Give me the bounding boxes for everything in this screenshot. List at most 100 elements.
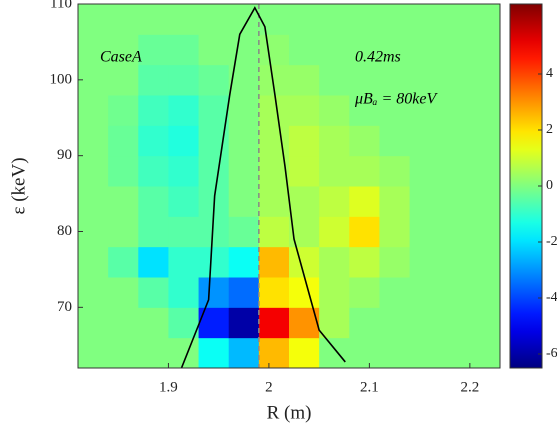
heat-cell	[409, 155, 441, 187]
heat-cell	[379, 216, 411, 248]
heat-cell	[319, 337, 350, 368]
heat-cell	[108, 186, 139, 217]
heat-cell	[379, 186, 411, 217]
heat-cell	[319, 64, 350, 96]
colorbar-tick-label: 0	[546, 178, 553, 193]
heat-cell	[108, 155, 139, 187]
heat-cell	[469, 307, 500, 339]
heat-cell	[289, 186, 320, 217]
heat-cell	[349, 64, 380, 96]
heat-cell	[78, 216, 109, 248]
heat-cell	[289, 246, 320, 278]
heat-cell	[379, 64, 411, 96]
heat-cell	[409, 125, 441, 157]
y-tick-label: 70	[57, 299, 72, 315]
heat-cell	[349, 125, 380, 157]
heat-cell	[138, 337, 169, 368]
x-tick-label: 2	[265, 379, 273, 395]
heat-cell	[409, 4, 441, 35]
colorbar-tick-label: -4	[546, 290, 557, 305]
heat-cell	[198, 95, 230, 126]
plot-frame	[77, 3, 501, 369]
heat-cell	[228, 34, 260, 66]
heat-cell	[108, 64, 139, 96]
heat-cell	[258, 125, 290, 157]
heat-cell	[138, 216, 169, 248]
heat-cell	[168, 4, 200, 35]
y-axis-label: ε (keV)	[8, 157, 29, 214]
profile-line	[180, 6, 346, 368]
heat-cell	[138, 246, 169, 278]
y-tick-label: 90	[57, 147, 72, 163]
heat-cell	[78, 307, 109, 339]
heat-cell	[138, 64, 169, 96]
x-tick-label: 1.9	[159, 379, 178, 395]
heat-cell	[349, 307, 380, 339]
heat-cell	[379, 125, 411, 157]
heat-cell	[78, 64, 109, 96]
heat-cell	[198, 34, 230, 66]
colorbar	[509, 3, 543, 369]
heat-cell	[138, 277, 169, 308]
heat-cell	[439, 64, 471, 96]
heat-cell	[379, 337, 411, 368]
heat-cell	[379, 277, 411, 308]
heat-cell	[289, 4, 320, 35]
heat-cell	[349, 337, 380, 368]
heat-cell	[258, 186, 290, 217]
heat-cell	[469, 34, 500, 66]
heat-cell	[349, 246, 380, 278]
heat-cell	[228, 246, 260, 278]
heat-cell	[258, 277, 290, 308]
heat-cell	[409, 216, 441, 248]
heat-cell	[349, 216, 380, 248]
heat-cell	[319, 216, 350, 248]
heat-cell	[379, 4, 411, 35]
annotation: 0.42ms	[355, 49, 401, 66]
heat-cell	[379, 95, 411, 126]
heat-cell	[198, 4, 230, 35]
heat-cell	[439, 246, 471, 278]
heat-cell	[349, 277, 380, 308]
heat-cell	[168, 34, 200, 66]
heat-cell	[349, 95, 380, 126]
heat-cell	[469, 4, 500, 35]
heat-cell	[138, 4, 169, 35]
y-tick-label: 110	[50, 0, 72, 11]
heat-cell	[289, 337, 320, 368]
heat-cell	[258, 337, 290, 368]
heat-cell	[168, 277, 200, 308]
heat-cell	[289, 64, 320, 96]
heat-cell	[469, 64, 500, 96]
heat-cell	[409, 64, 441, 96]
heat-cell	[469, 246, 500, 278]
heat-cell	[289, 34, 320, 66]
heat-cell	[228, 277, 260, 308]
x-axis-label: R (m)	[267, 402, 312, 423]
heat-cell	[379, 246, 411, 278]
heat-cell	[379, 34, 411, 66]
heat-cell	[198, 277, 230, 308]
heat-cell	[78, 125, 109, 157]
annotation: μBₐ = 80keV	[354, 91, 438, 108]
heat-cell	[138, 125, 169, 157]
heat-cell	[289, 155, 320, 187]
heat-cell	[108, 125, 139, 157]
heat-cell	[349, 34, 380, 66]
heat-cell	[469, 216, 500, 248]
heat-cell	[108, 246, 139, 278]
heat-cell	[138, 95, 169, 126]
heat-cell	[319, 277, 350, 308]
heat-cell	[319, 307, 350, 339]
heat-cell	[108, 4, 139, 35]
heat-cell	[349, 4, 380, 35]
heat-cell	[409, 337, 441, 368]
heat-cell	[409, 307, 441, 339]
heat-cell	[469, 95, 500, 126]
heat-cell	[78, 337, 109, 368]
heat-cell	[108, 95, 139, 126]
heat-cell	[168, 64, 200, 96]
overlay	[180, 4, 346, 368]
heat-cell	[289, 277, 320, 308]
